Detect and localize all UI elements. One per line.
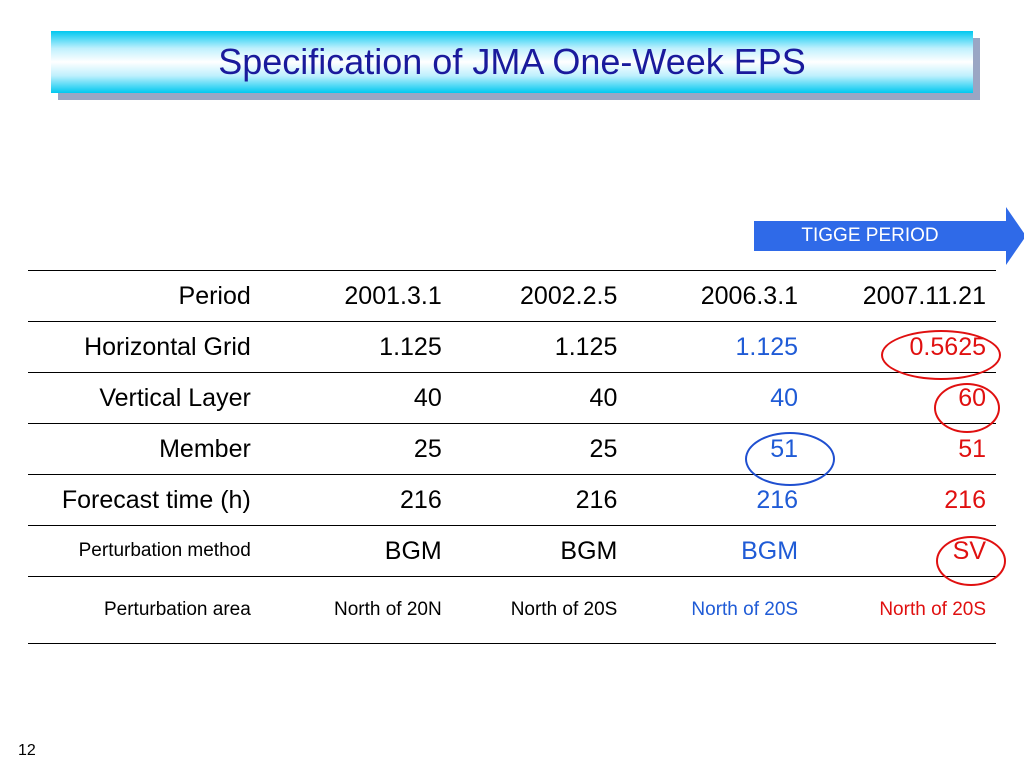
row-label: Member [28, 423, 261, 475]
row-label: Perturbation area [28, 576, 261, 644]
table-cell: 40 [260, 372, 452, 424]
table-cell: 2006.3.1 [627, 270, 809, 322]
table-cell-highlighted: 51 [627, 423, 809, 475]
table-row: Period 2001.3.1 2002.2.5 2006.3.1 2007.1… [28, 270, 996, 322]
table-row: Forecast time (h) 216 216 216 216 [28, 474, 996, 526]
table-cell: BGM [260, 525, 452, 577]
slide-title: Specification of JMA One-Week EPS [218, 41, 806, 82]
table-row: Vertical Layer 40 40 40 60 [28, 372, 996, 424]
table-cell: 25 [260, 423, 452, 475]
row-label: Period [28, 270, 261, 322]
table-cell: BGM [451, 525, 628, 577]
table-cell: 51 [808, 423, 996, 475]
table-cell: 1.125 [260, 321, 452, 373]
row-label: Forecast time (h) [28, 474, 261, 526]
table-cell: 40 [627, 372, 809, 424]
spec-table: Period 2001.3.1 2002.2.5 2006.3.1 2007.1… [28, 270, 996, 644]
title-banner: Specification of JMA One-Week EPS [51, 31, 973, 93]
page-number: 12 [18, 742, 36, 759]
table-cell-highlighted: 60 [808, 372, 996, 424]
tigge-period-arrow: TIGGE PERIOD [754, 207, 1024, 265]
table-cell: 2002.2.5 [451, 270, 628, 322]
table-row: Member 25 25 51 51 [28, 423, 996, 475]
table-cell: BGM [627, 525, 809, 577]
table-cell: 216 [260, 474, 452, 526]
table-cell: North of 20S [627, 576, 809, 644]
row-label: Vertical Layer [28, 372, 261, 424]
table-cell: 40 [451, 372, 628, 424]
arrow-right-icon [754, 207, 1024, 265]
table-cell: 216 [451, 474, 628, 526]
table-cell: 2007.11.21 [808, 270, 996, 322]
table-cell-highlighted: 0.5625 [808, 321, 996, 373]
table-cell: 25 [451, 423, 628, 475]
table-cell: 2001.3.1 [260, 270, 452, 322]
table-cell: 216 [627, 474, 809, 526]
table-cell: North of 20S [808, 576, 996, 644]
row-label: Perturbation method [28, 525, 261, 577]
row-label: Horizontal Grid [28, 321, 261, 373]
table-cell: North of 20N [260, 576, 452, 644]
table-cell: 216 [808, 474, 996, 526]
table-cell: North of 20S [451, 576, 628, 644]
table-row: Horizontal Grid 1.125 1.125 1.125 0.5625 [28, 321, 996, 373]
tigge-period-label: TIGGE PERIOD [801, 225, 939, 246]
table-cell: 1.125 [451, 321, 628, 373]
table-cell: 1.125 [627, 321, 809, 373]
table-cell-highlighted: SV [808, 525, 996, 577]
table-row: Perturbation method BGM BGM BGM SV [28, 525, 996, 577]
table-row: Perturbation area North of 20N North of … [28, 576, 996, 644]
